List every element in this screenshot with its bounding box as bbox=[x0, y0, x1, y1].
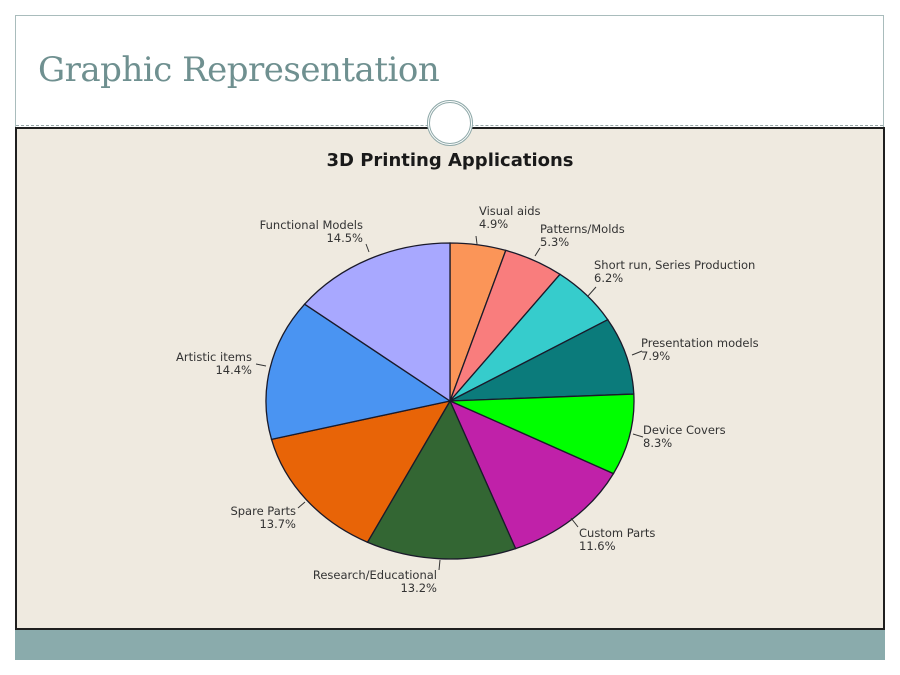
slice-label: Presentation models 7.9% bbox=[641, 336, 759, 363]
slice-label: Visual aids 4.9% bbox=[479, 204, 541, 231]
leader-line bbox=[255, 363, 267, 367]
slice-label: Short run, Series Production 6.2% bbox=[594, 258, 755, 285]
leader-line bbox=[365, 243, 370, 253]
leader-line bbox=[570, 517, 579, 528]
pie-slice bbox=[449, 393, 635, 475]
footer-bar bbox=[15, 630, 885, 660]
leader-line bbox=[632, 433, 644, 438]
leader-line bbox=[475, 235, 478, 245]
slide-title: Graphic Representation bbox=[38, 50, 440, 90]
pie-slice bbox=[449, 318, 635, 402]
slice-label: Spare Parts 13.7% bbox=[230, 504, 296, 531]
leader-line bbox=[587, 286, 597, 297]
slice-label: Patterns/Molds 5.3% bbox=[540, 222, 625, 249]
slice-label: Functional Models 14.5% bbox=[260, 218, 363, 245]
ring-ornament-icon bbox=[427, 100, 473, 146]
pie-slice bbox=[303, 242, 451, 403]
slice-label: Custom Parts 11.6% bbox=[579, 526, 655, 553]
slice-label: Research/Educational 13.2% bbox=[313, 568, 437, 595]
pie-slice bbox=[366, 399, 517, 560]
pie-slice bbox=[270, 400, 452, 544]
leader-line bbox=[631, 350, 643, 356]
chart-title: 3D Printing Applications bbox=[326, 150, 574, 171]
slice-label: Artistic items 14.4% bbox=[176, 350, 252, 377]
pie-slice bbox=[448, 399, 615, 550]
pie-slice bbox=[265, 303, 452, 441]
leader-line bbox=[297, 501, 306, 509]
leader-line bbox=[534, 247, 541, 257]
slice-label: Device Covers 8.3% bbox=[643, 423, 726, 450]
leader-line bbox=[438, 559, 441, 571]
